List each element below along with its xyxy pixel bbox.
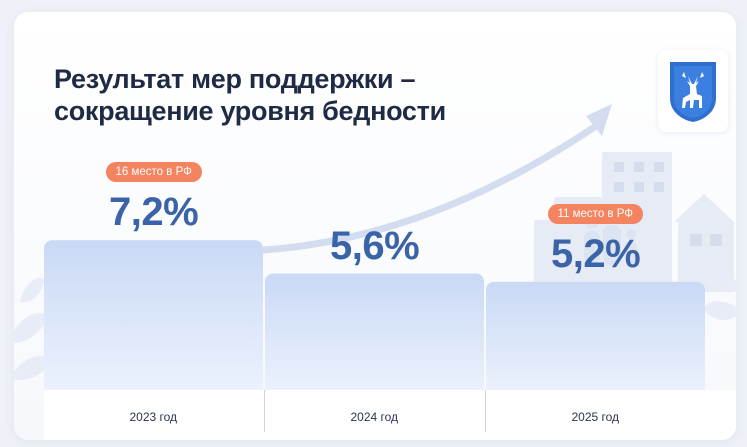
axis-separator [264, 390, 265, 432]
page-title: Результат мер поддержки – сокращение уро… [54, 63, 446, 127]
family-icon [584, 207, 637, 265]
category-label-2025-год: 2025 год [571, 410, 620, 424]
category-label-2023-год: 2023 год [129, 410, 178, 424]
bar-2025-год [486, 281, 705, 398]
leaf-decoration-left [14, 278, 52, 380]
title-line-1: Результат мер поддержки – [54, 64, 416, 94]
rank-badge-2023-год: 16 место в РФ [105, 162, 202, 183]
value-label-2023-год: 7,2% [109, 190, 199, 235]
value-label-2024-год: 5,6% [330, 223, 420, 268]
value-label-2025-год: 5,2% [551, 231, 641, 276]
bar-2023-год [44, 240, 263, 398]
growth-arrow-icon [260, 104, 612, 254]
bar-2024-год [265, 273, 484, 398]
title-line-2: сокращение уровня бедности [54, 96, 446, 126]
category-label-2024-год: 2024 год [350, 410, 399, 424]
leaf-decoration-right [704, 273, 736, 320]
x-axis [44, 390, 736, 440]
axis-separator [485, 390, 486, 432]
deer-coat-of-arms-icon [670, 62, 716, 122]
infographic-card: Результат мер поддержки – сокращение уро… [14, 12, 736, 440]
bar-chart [44, 240, 705, 398]
rank-badge-2025-год: 11 место в РФ [547, 203, 644, 224]
coat-of-arms [658, 50, 728, 132]
